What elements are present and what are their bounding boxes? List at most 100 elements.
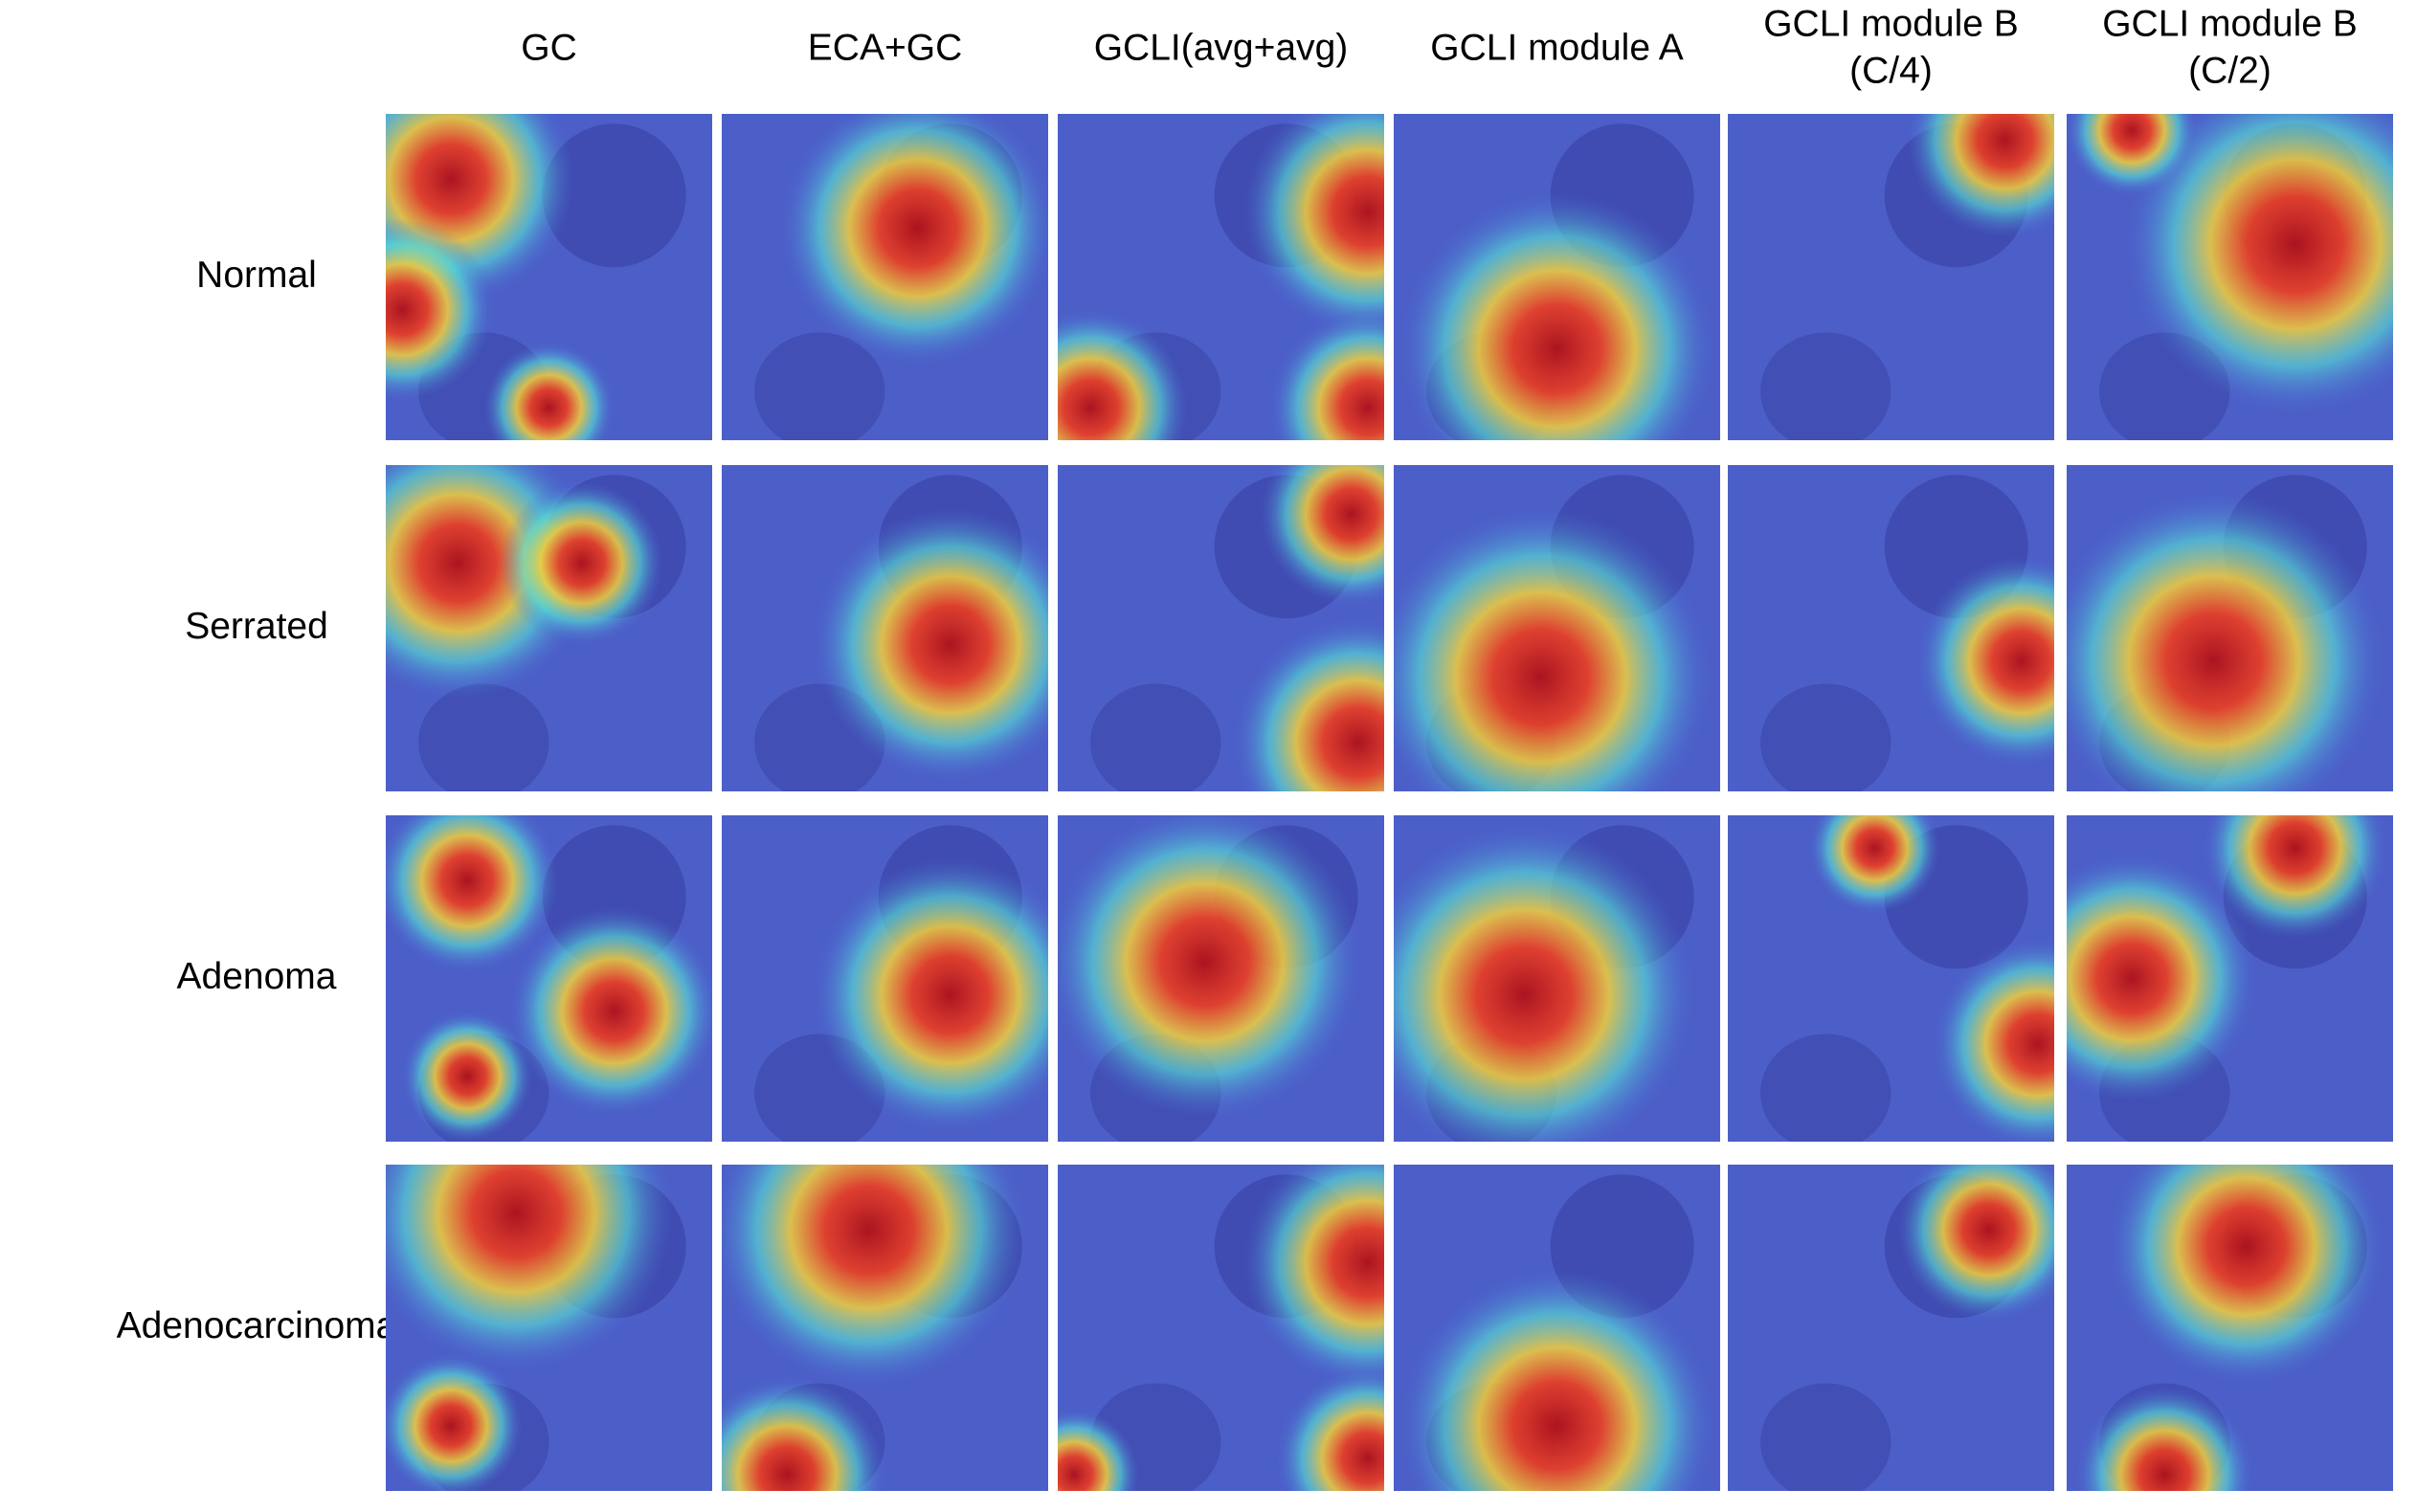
tissue-gland: [542, 123, 686, 268]
heat-spot: [1058, 1409, 1140, 1491]
heatmap-image: [386, 114, 712, 440]
heat-spot: [1269, 309, 1384, 440]
tissue-texture: [1058, 465, 1059, 466]
tissue-texture: [2067, 114, 2068, 115]
heatmap-image: [2067, 114, 2393, 440]
tissue-gland: [418, 683, 549, 791]
heat-spot: [722, 1165, 1026, 1387]
heat-spot: [1394, 507, 1711, 791]
heatmap-image: [1728, 1165, 2054, 1491]
heat-spot: [1399, 1269, 1714, 1491]
tissue-texture: [722, 1165, 723, 1166]
heat-spot: [1260, 465, 1384, 606]
tissue-gland: [1760, 1034, 1891, 1142]
tissue-texture: [1728, 1165, 1729, 1166]
heat-spot: [2076, 1386, 2253, 1491]
heatmap-image: [2067, 1165, 2393, 1491]
heatmap-image: [1058, 465, 1384, 791]
heatmap-image: [2067, 465, 2393, 791]
heatmap-image: [1394, 1165, 1720, 1491]
heat-spot: [722, 1376, 885, 1491]
heatmap-image: [722, 465, 1048, 791]
column-header: (C/2): [2188, 50, 2272, 91]
column-header: GCLI module B: [2102, 3, 2358, 44]
row-label: Adenoma: [177, 956, 337, 997]
heat-spot: [2109, 1165, 2383, 1384]
tissue-texture: [722, 465, 723, 466]
tissue-gland: [1760, 332, 1891, 440]
heatmap-image: [722, 1165, 1048, 1491]
heat-spot: [1058, 815, 1362, 1120]
column-header: GCLI module B: [1763, 3, 2019, 44]
heatmap-image: [386, 465, 712, 791]
heatmap-image: [1728, 815, 2054, 1142]
heat-spot: [1394, 825, 1694, 1142]
tissue-texture: [1728, 114, 1729, 115]
heat-spot: [2125, 114, 2393, 414]
tissue-texture: [1394, 815, 1395, 816]
heat-spot: [813, 507, 1048, 782]
heatmap-image: [1728, 465, 2054, 791]
tissue-texture: [1058, 815, 1059, 816]
heatmap-image: [1394, 465, 1720, 791]
tissue-texture: [1728, 815, 1729, 816]
heat-spot: [386, 1165, 674, 1370]
heatmap-image: [722, 815, 1048, 1142]
heat-spot: [2067, 114, 2198, 196]
heat-spot: [1907, 114, 2054, 238]
heatmap-image: [386, 815, 712, 1142]
heat-spot: [1276, 1367, 1384, 1491]
heat-spot: [1243, 114, 1384, 336]
heat-spot: [2067, 854, 2256, 1103]
heat-spot: [386, 218, 494, 402]
heatmap-image: [1058, 815, 1384, 1142]
heat-spot: [1897, 1165, 2054, 1322]
column-header: (C/4): [1849, 50, 1933, 91]
row-label: Normal: [196, 255, 317, 296]
heat-spot: [780, 114, 1048, 366]
heatmap-image: [1058, 114, 1384, 440]
heatmap-image: [1058, 1165, 1384, 1491]
row-label: Serrated: [185, 606, 328, 647]
heat-spot: [2067, 491, 2383, 791]
heat-spot: [386, 815, 559, 972]
tissue-texture: [1394, 465, 1395, 466]
heatmap-image: [1394, 114, 1720, 440]
tissue-texture: [722, 815, 723, 816]
tissue-texture: [1394, 114, 1395, 115]
heat-spot: [386, 1353, 524, 1491]
tissue-texture: [2067, 465, 2068, 466]
heat-spot: [813, 857, 1048, 1132]
column-header: GCLI(avg+avg): [1094, 27, 1349, 68]
tissue-gland: [1090, 683, 1221, 791]
heat-spot: [509, 906, 712, 1116]
heat-spot: [1933, 939, 2054, 1142]
heat-spot: [483, 342, 615, 440]
tissue-gland: [1760, 1383, 1891, 1491]
tissue-texture: [386, 815, 387, 816]
heat-spot: [1234, 618, 1384, 791]
column-header: GCLI module A: [1430, 27, 1683, 68]
tissue-texture: [1394, 1165, 1395, 1166]
tissue-texture: [2067, 815, 2068, 816]
heat-spot: [2204, 815, 2387, 940]
heat-spot: [1916, 556, 2054, 766]
tissue-gland: [754, 332, 885, 440]
heatmap-image: [1728, 114, 2054, 440]
heatmap-image: [1394, 815, 1720, 1142]
heat-spot: [1058, 309, 1189, 440]
tissue-texture: [722, 114, 723, 115]
heatmap-image: [386, 1165, 712, 1491]
heat-spot: [1399, 191, 1714, 440]
column-header: GC: [521, 27, 577, 68]
tissue-gland: [1760, 683, 1891, 791]
heatmap-image: [722, 114, 1048, 440]
column-header: ECA+GC: [808, 27, 962, 68]
heat-spot: [1809, 815, 1940, 914]
heatmap-image: [2067, 815, 2393, 1142]
tissue-texture: [1058, 1165, 1059, 1166]
heat-spot: [1243, 1165, 1384, 1387]
row-label: Adenocarcinoma: [117, 1305, 397, 1346]
